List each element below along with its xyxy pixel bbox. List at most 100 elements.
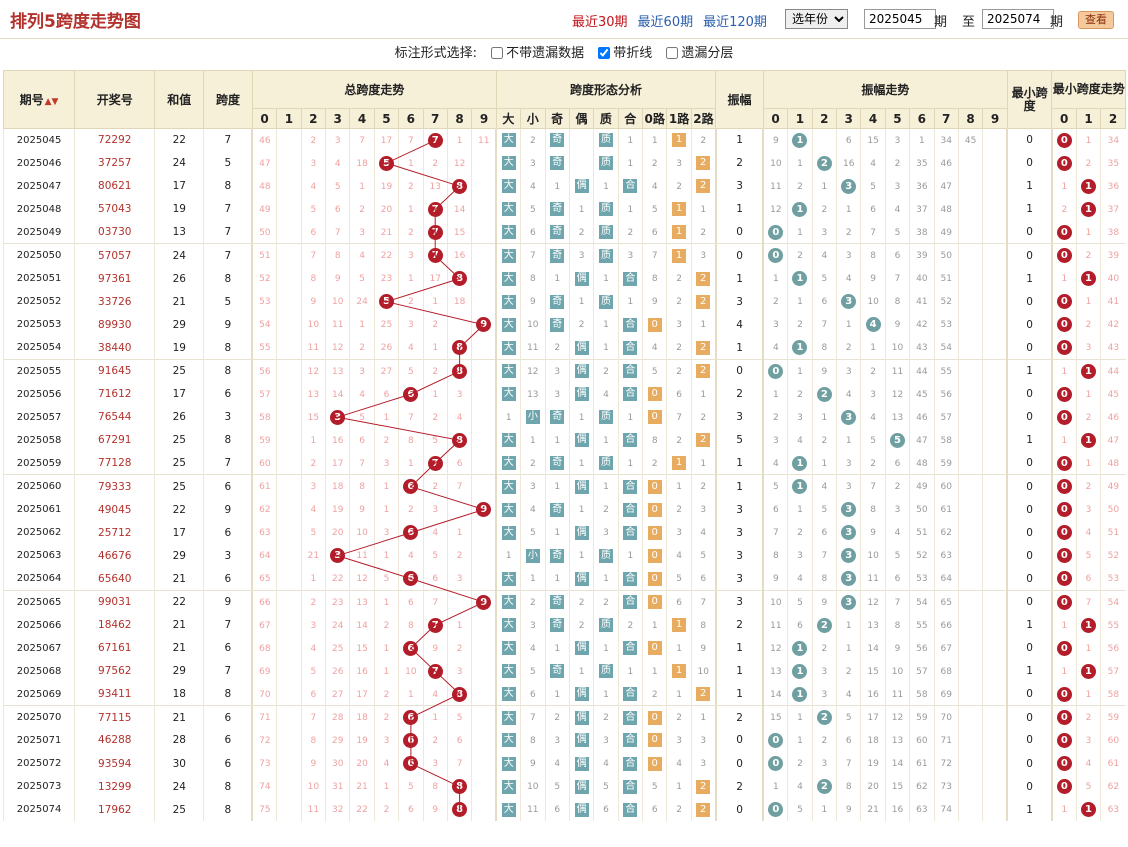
amp-trend-cell: 7	[836, 752, 861, 776]
year-select[interactable]: 选年份	[785, 9, 848, 29]
amp-hit-ball: 0	[768, 732, 784, 748]
span-trend-cell: 7	[422, 128, 448, 152]
miss-value: 3	[676, 528, 682, 539]
shape-mark: 奇	[550, 456, 565, 471]
miss-value: 19	[867, 759, 879, 770]
issue-from-input[interactable]	[864, 9, 936, 29]
amp-trend-cell: 66	[933, 613, 959, 637]
amp-trend-cell: 45	[957, 128, 983, 152]
amp-trend-cell	[982, 313, 1008, 337]
min-span-hit-ball: 0	[1056, 294, 1072, 310]
shape-cell: 偶	[568, 174, 594, 198]
min-span-trend-cell: 2	[1075, 243, 1101, 268]
min-span-trend-cell: 1	[1050, 174, 1077, 198]
span-trend-cell: 10	[325, 290, 350, 314]
no-miss-checkbox[interactable]	[491, 47, 504, 59]
amp-trend-cell: 2	[884, 151, 910, 175]
miss-value: 2	[700, 412, 707, 423]
with-line-checkbox[interactable]	[598, 47, 611, 59]
issue-header[interactable]: 期号▲▼	[2, 70, 76, 129]
option-no-miss[interactable]: 不带遗漏数据	[491, 46, 584, 61]
span-trend-cell: 74	[251, 775, 277, 799]
issue-cell: 2025045	[2, 128, 75, 152]
miss-value: 49	[259, 204, 271, 215]
miss-value: 3	[627, 251, 634, 262]
shape-cell: 大	[495, 590, 521, 614]
miss-value: 4	[603, 389, 609, 400]
span-trend-cell: 3	[300, 613, 326, 637]
miss-value: 3	[383, 528, 390, 539]
miss-value: 12	[770, 643, 782, 654]
span-trend-cell: 5	[373, 567, 399, 591]
miss-layer-checkbox[interactable]	[666, 47, 679, 59]
amp-trend-cell: 8	[836, 775, 861, 799]
query-button[interactable]: 查看	[1078, 11, 1114, 29]
amp-trend-cell	[982, 636, 1008, 660]
period-60-link[interactable]: 最近60期	[637, 15, 694, 30]
shape-mark: 2	[696, 340, 711, 355]
issue-cell: 2025059	[2, 451, 75, 475]
span-cell: 7	[203, 451, 253, 475]
span-trend-cell: 18	[349, 705, 375, 729]
miss-value: 8	[821, 574, 828, 585]
span-trend-cell: 1	[398, 267, 424, 291]
draw-cell: 67291	[74, 428, 155, 452]
draw-cell: 67161	[74, 636, 155, 660]
shape-mark: 0	[647, 733, 662, 748]
span-trend-cell: 3	[373, 451, 399, 475]
shape-cell: 9	[520, 752, 545, 776]
miss-value: 2	[578, 597, 585, 608]
amp-cell: 1	[714, 682, 764, 706]
miss-value: 30	[332, 759, 344, 770]
draw-cell: 77115	[74, 705, 155, 729]
miss-value: 1	[700, 320, 707, 331]
amp-hit-ball: 1	[792, 686, 808, 702]
span-trend-cell: 1	[373, 474, 399, 498]
miss-value: 5	[334, 181, 341, 192]
draw-cell: 72292	[74, 128, 155, 152]
miss-value: 8	[310, 735, 317, 746]
span-trend-cell: 2	[398, 220, 424, 244]
option-miss-layer[interactable]: 遗漏分层	[666, 46, 733, 61]
miss-value: 9	[334, 274, 341, 285]
miss-value: 1	[797, 505, 803, 516]
span-trend-cell: 4	[373, 752, 399, 776]
sort-icon[interactable]: ▲▼	[44, 97, 59, 107]
miss-value: 2	[845, 343, 852, 354]
shape-mark: 大	[501, 779, 516, 794]
period-30-link[interactable]: 最近30期	[572, 15, 628, 30]
draw-cell: 65640	[74, 567, 155, 591]
shape-mark: 1	[672, 248, 687, 263]
miss-value: 3	[554, 735, 561, 746]
period-120-link[interactable]: 最近120期	[703, 15, 767, 30]
span-trend-cell: 8	[446, 267, 472, 291]
shape-cell: 1	[593, 567, 619, 591]
span-trend-cell: 2	[446, 636, 472, 660]
draw-cell: 37257	[74, 151, 155, 175]
amp-digit-header: 8	[957, 108, 984, 129]
miss-value: 1	[407, 458, 414, 469]
span-trend-cell	[471, 197, 497, 221]
amp-trend-cell	[982, 682, 1008, 706]
miss-value: 1	[1061, 181, 1068, 192]
miss-value: 16	[453, 251, 466, 262]
miss-value: 5	[529, 528, 536, 539]
shape-mark: 合	[623, 271, 638, 286]
span-cell: 7	[203, 613, 253, 637]
miss-value: 2	[1085, 251, 1092, 262]
issue-to-input[interactable]	[982, 9, 1054, 29]
miss-value: 4	[359, 251, 365, 262]
span-trend-cell: 9	[422, 798, 448, 822]
miss-value: 12	[527, 366, 539, 377]
miss-value: 31	[332, 782, 344, 793]
shape-cell: 6	[690, 567, 716, 591]
option-with-line[interactable]: 带折线	[598, 46, 652, 61]
min-span-hit-ball: 0	[1056, 756, 1072, 772]
shape-cell: 偶	[568, 682, 594, 706]
amp-trend-cell: 3	[836, 498, 861, 522]
miss-value: 2	[651, 458, 658, 469]
shape-cell: 1	[593, 636, 619, 660]
span-trend-cell: 8	[300, 267, 326, 291]
miss-value: 1	[772, 782, 779, 793]
draw-cell: 80621	[74, 174, 155, 198]
